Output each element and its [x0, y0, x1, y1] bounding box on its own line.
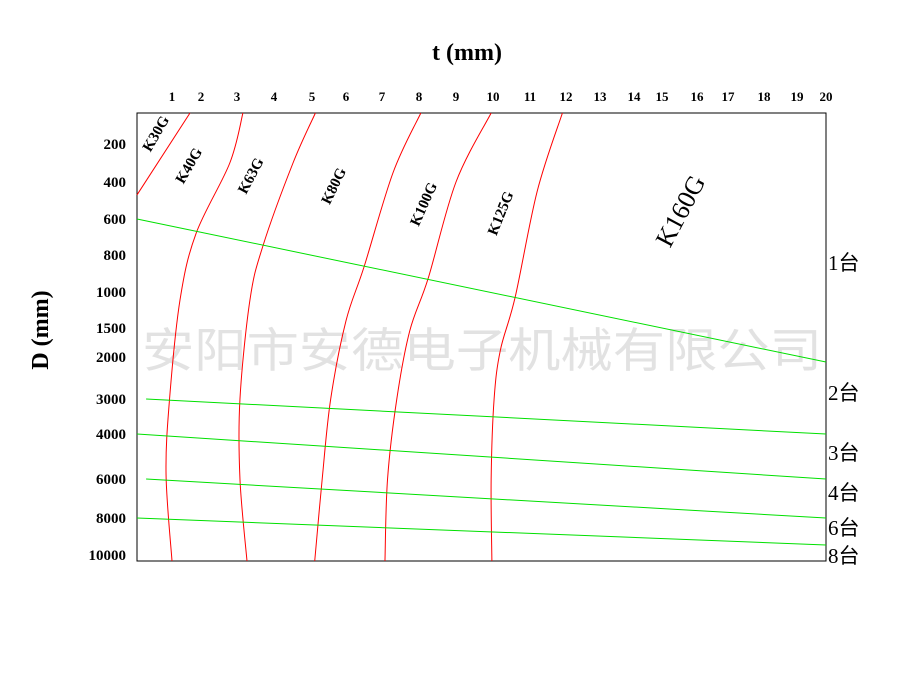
model-boundary-curve: [165, 112, 244, 562]
model-zone-label: K40G: [173, 145, 206, 186]
x-tick-label: 19: [791, 89, 805, 104]
y-tick-label: 800: [104, 248, 127, 264]
y-tick-label: 3000: [96, 392, 126, 408]
x-axis-title: t (mm): [432, 40, 502, 66]
y-tick-label: 2000: [96, 350, 126, 366]
model-boundary-curve: [238, 112, 316, 562]
y-tick-label: 4000: [96, 427, 126, 443]
model-zone-label: K125G: [485, 189, 517, 238]
y-tick-label: 1000: [96, 285, 126, 301]
unit-count-line: [146, 398, 827, 435]
x-tick-label: 14: [628, 89, 642, 104]
unit-count-line: [136, 218, 827, 363]
unit-count-label: 1台: [828, 251, 860, 275]
x-tick-label: 20: [820, 89, 833, 104]
y-tick-label: 6000: [96, 472, 126, 488]
plot-area: [136, 112, 827, 562]
y-tick-label: 8000: [96, 511, 126, 527]
x-tick-label: 10: [487, 89, 500, 104]
x-tick-label: 2: [198, 89, 205, 104]
y-axis-title: D (mm): [28, 290, 54, 369]
model-boundary-curve: [490, 112, 563, 562]
x-tick-label: 12: [560, 89, 573, 104]
model-boundary-curve: [384, 112, 492, 562]
y-tick-label: 1500: [96, 321, 126, 337]
watermark: 安阳市安德电子机械有限公司: [142, 324, 822, 379]
unit-count-line: [136, 517, 827, 546]
model-boundary-curve: [136, 112, 191, 196]
y-tick-label: 200: [104, 137, 127, 153]
unit-count-line: [136, 433, 827, 480]
y-tick-label: 600: [104, 212, 127, 228]
unit-count-line: [146, 478, 827, 519]
x-tick-label: 9: [453, 89, 460, 104]
model-zone-label: K100G: [408, 180, 441, 229]
model-zone-label: K160G: [650, 170, 712, 251]
model-zone-label: K80G: [319, 165, 350, 207]
x-tick-label: 3: [234, 89, 241, 104]
unit-count-label: 6台: [828, 516, 860, 540]
x-tick-label: 5: [309, 89, 316, 104]
y-tick-label: 10000: [89, 548, 127, 564]
x-tick-label: 15: [656, 89, 670, 104]
x-tick-label: 7: [379, 89, 386, 104]
y-tick-label: 400: [104, 175, 127, 191]
x-tick-label: 8: [416, 89, 423, 104]
unit-count-label: 2台: [828, 381, 860, 405]
x-tick-label: 16: [691, 89, 705, 104]
model-zone-label: K63G: [235, 155, 267, 197]
x-tick-label: 1: [169, 89, 176, 104]
x-tick-label: 17: [722, 89, 736, 104]
x-tick-label: 13: [594, 89, 608, 104]
x-tick-label: 18: [758, 89, 772, 104]
x-tick-label: 11: [524, 89, 536, 104]
model-zone-label: K30G: [140, 113, 173, 154]
unit-count-label: 8台: [828, 544, 860, 568]
unit-count-label: 4台: [828, 481, 860, 505]
model-boundary-curve: [314, 112, 422, 562]
x-tick-label: 4: [271, 89, 278, 104]
x-tick-label: 6: [343, 89, 350, 104]
unit-count-label: 3台: [828, 441, 860, 465]
